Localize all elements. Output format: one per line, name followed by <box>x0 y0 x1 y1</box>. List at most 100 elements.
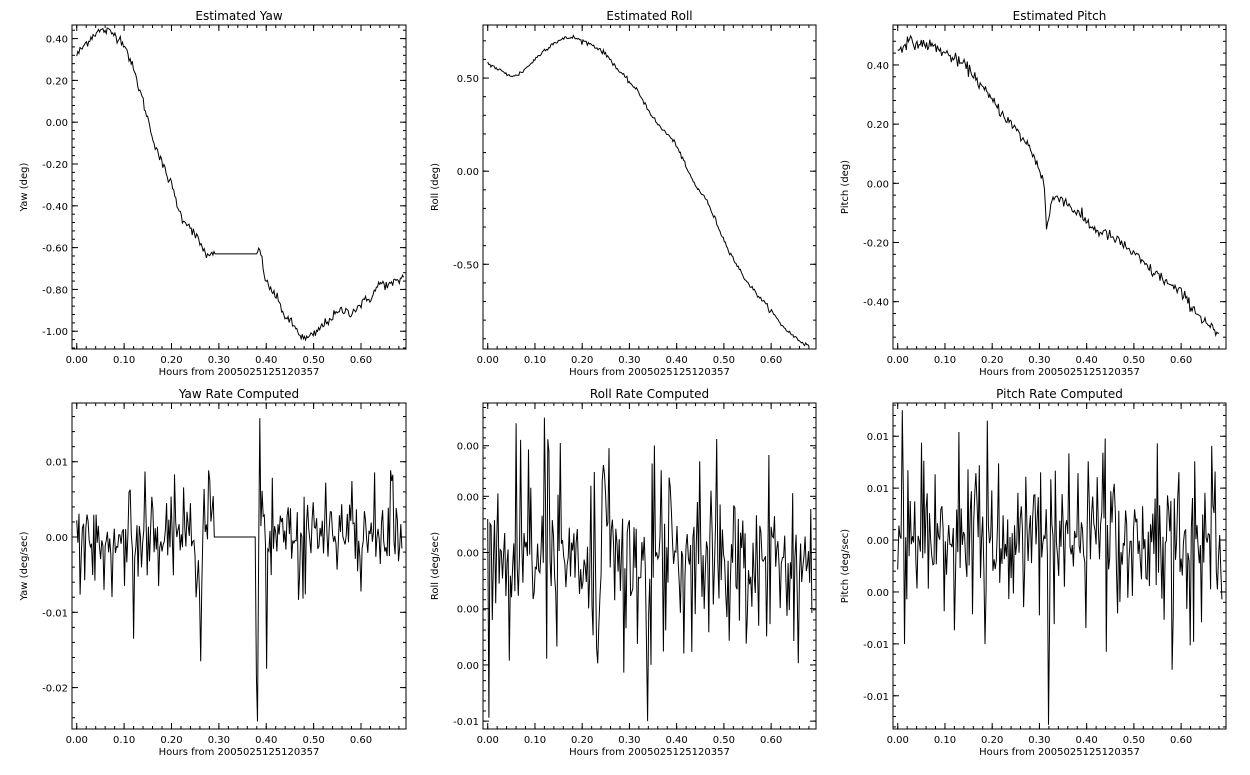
plot-frame <box>71 402 407 730</box>
x-tick-label: 0.40 <box>1076 355 1098 366</box>
plot-frame <box>892 402 1227 730</box>
y-axis-label: Yaw (deg) <box>19 162 30 212</box>
x-axis-label: Hours from 2005025125120357 <box>569 367 730 378</box>
y-tick-label: 0.00 <box>457 167 479 178</box>
x-tick-label: 0.40 <box>1076 735 1098 746</box>
x-tick-label: 0.50 <box>302 735 324 746</box>
series-line <box>487 34 810 347</box>
plot-frame <box>482 24 817 350</box>
y-axis-label: Roll (deg/sec) <box>430 532 441 600</box>
x-tick-label: 0.50 <box>302 355 324 366</box>
y-tick-label: 0.00 <box>457 661 479 672</box>
x-tick-label: 0.50 <box>713 735 735 746</box>
x-axis-label: Hours from 2005025125120357 <box>159 747 320 758</box>
series-line <box>76 27 405 342</box>
x-tick-label: 0.10 <box>524 355 546 366</box>
plot-frame <box>482 402 817 730</box>
panel-5: Roll Rate Computed 0.00 0.10 0.20 0.30 0.40 0.… <box>430 387 817 758</box>
y-tick-label: 0.00 <box>46 533 68 544</box>
chart-title: Pitch Rate Computed <box>996 387 1123 401</box>
x-tick-label: 0.00 <box>477 355 499 366</box>
x-tick-label: 0.60 <box>1170 355 1192 366</box>
chart-title: Estimated Pitch <box>1013 9 1107 23</box>
x-tick-label: 0.10 <box>113 735 135 746</box>
y-tick-label: 0.50 <box>457 74 479 85</box>
x-tick-label: 0.50 <box>713 355 735 366</box>
y-tick-label: -0.01 <box>453 717 479 728</box>
x-tick-label: 0.50 <box>1123 355 1145 366</box>
x-axis-label: Hours from 2005025125120357 <box>979 367 1140 378</box>
chart-title: Yaw Rate Computed <box>178 387 299 401</box>
panel-1: Estimated Yaw 0.00 0.10 0.20 0.30 0.40 0.50 0.6… <box>19 9 407 378</box>
x-tick-label: 0.20 <box>981 735 1003 746</box>
panel-2: Estimated Roll 0.00 0.10 0.20 0.30 0.40 0.50 0.… <box>430 9 817 378</box>
x-tick-label: 0.00 <box>477 735 499 746</box>
chart-title: Estimated Yaw <box>195 9 282 23</box>
y-tick-label: 0.20 <box>867 120 889 131</box>
y-tick-label: -0.60 <box>42 244 68 255</box>
x-tick-label: 0.60 <box>760 735 782 746</box>
panel-4: Yaw Rate Computed 0.00 0.10 0.20 0.30 0.40 0.5… <box>19 387 407 758</box>
x-tick-label: 0.30 <box>1028 735 1050 746</box>
y-tick-label: 0.00 <box>867 179 889 190</box>
y-axis-label: Pitch (deg) <box>840 160 851 214</box>
x-tick-label: 0.00 <box>887 355 909 366</box>
y-tick-label: 0.00 <box>457 492 479 503</box>
x-tick-label: 0.00 <box>66 735 88 746</box>
series-line <box>897 410 1223 725</box>
x-tick-label: 0.20 <box>571 735 593 746</box>
y-tick-label: -1.00 <box>42 327 68 338</box>
x-tick-label: 0.20 <box>160 735 182 746</box>
y-tick-label: 0.00 <box>457 549 479 560</box>
x-tick-label: 0.40 <box>666 735 688 746</box>
x-axis-label: Hours from 2005025125120357 <box>979 747 1140 758</box>
x-tick-label: 0.40 <box>255 355 277 366</box>
y-tick-label: 0.01 <box>867 432 889 443</box>
y-tick-label: 0.00 <box>46 118 68 129</box>
y-axis-label: Pitch (deg/sec) <box>840 529 851 604</box>
y-tick-label: 0.00 <box>867 536 889 547</box>
x-tick-label: 0.30 <box>208 735 230 746</box>
series-line <box>76 418 403 722</box>
y-tick-label: 0.00 <box>867 588 889 599</box>
y-tick-label: -0.20 <box>42 160 68 171</box>
x-tick-label: 0.00 <box>66 355 88 366</box>
plot-frame <box>71 24 407 350</box>
series-line <box>487 417 813 722</box>
x-tick-label: 0.30 <box>208 355 230 366</box>
x-tick-label: 0.40 <box>666 355 688 366</box>
y-tick-label: -0.80 <box>42 285 68 296</box>
x-tick-label: 0.10 <box>934 355 956 366</box>
x-tick-label: 0.40 <box>255 735 277 746</box>
y-tick-label: 0.40 <box>46 35 68 46</box>
panel-6: Pitch Rate Computed 0.00 0.10 0.20 0.30 0.40 0… <box>840 387 1227 758</box>
y-axis-label: Yaw (deg/sec) <box>19 531 30 601</box>
x-tick-label: 0.10 <box>934 735 956 746</box>
y-tick-label: -0.40 <box>863 298 889 309</box>
x-tick-label: 0.20 <box>981 355 1003 366</box>
x-tick-label: 0.10 <box>524 735 546 746</box>
series-line <box>897 34 1220 338</box>
y-tick-label: -0.50 <box>453 260 479 271</box>
y-tick-label: -0.01 <box>863 640 889 651</box>
y-tick-label: 0.20 <box>46 76 68 87</box>
y-tick-label: 0.40 <box>867 61 889 72</box>
chart-title: Estimated Roll <box>606 9 692 23</box>
y-tick-label: 0.00 <box>457 605 479 616</box>
x-axis-label: Hours from 2005025125120357 <box>569 747 730 758</box>
y-tick-label: -0.20 <box>863 238 889 249</box>
y-tick-label: -0.01 <box>42 608 68 619</box>
chart-title: Roll Rate Computed <box>590 387 709 401</box>
x-tick-label: 0.60 <box>1170 735 1192 746</box>
x-tick-label: 0.20 <box>160 355 182 366</box>
x-axis-label: Hours from 2005025125120357 <box>159 367 320 378</box>
x-tick-label: 0.50 <box>1123 735 1145 746</box>
y-tick-label: -0.01 <box>863 692 889 703</box>
x-tick-label: 0.00 <box>887 735 909 746</box>
y-axis-label: Roll (deg) <box>430 163 441 211</box>
x-tick-label: 0.30 <box>618 355 640 366</box>
x-tick-label: 0.60 <box>350 355 372 366</box>
plot-frame <box>892 24 1227 350</box>
x-tick-label: 0.20 <box>571 355 593 366</box>
